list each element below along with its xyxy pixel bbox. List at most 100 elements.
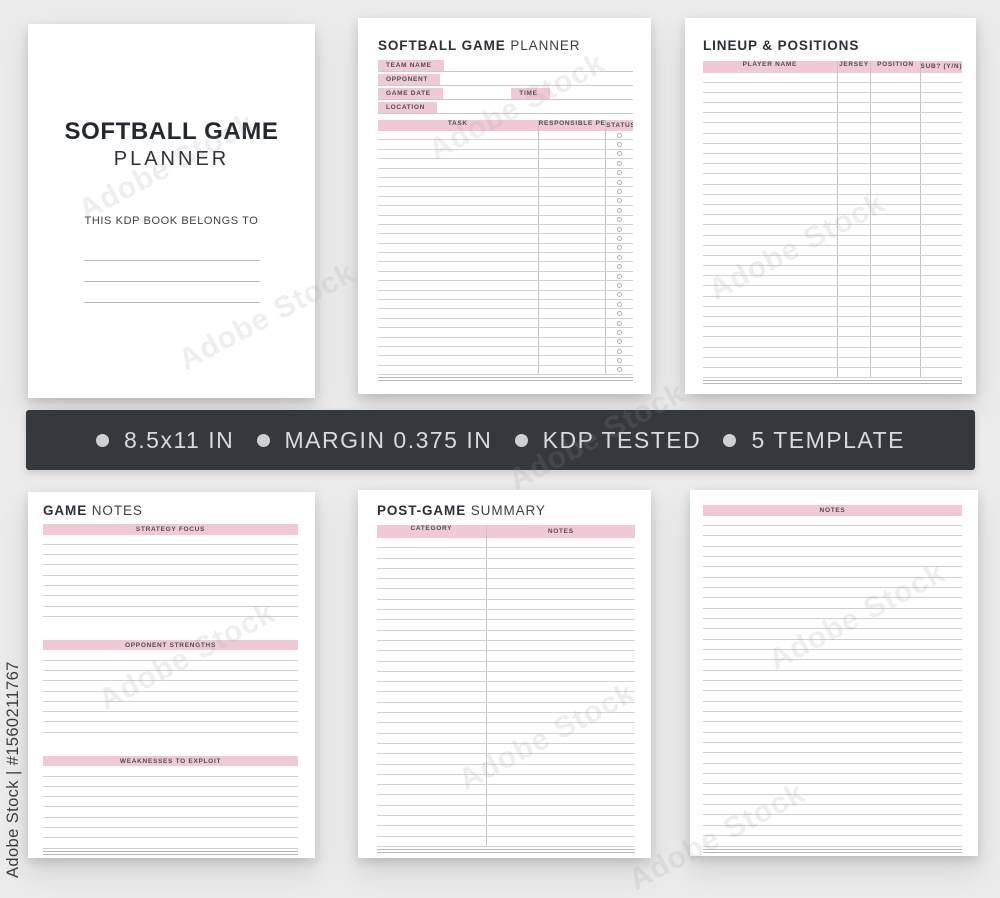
table-row bbox=[378, 159, 633, 169]
category-cell bbox=[377, 754, 487, 764]
player-name-cell bbox=[703, 367, 838, 378]
notes-cell bbox=[487, 775, 635, 784]
notes-cell bbox=[487, 651, 635, 660]
status-cell bbox=[606, 245, 633, 251]
ruled-line bbox=[703, 609, 962, 619]
task-cell bbox=[378, 290, 539, 300]
status-cell bbox=[606, 367, 633, 373]
jersey-cell bbox=[838, 235, 872, 245]
table-bottom-rule bbox=[378, 377, 633, 382]
category-cell bbox=[377, 805, 487, 816]
jersey-cell bbox=[838, 133, 872, 143]
player-name-cell bbox=[703, 82, 838, 92]
ruled-line bbox=[43, 777, 298, 787]
sub-cell bbox=[921, 123, 962, 132]
table-row bbox=[377, 589, 635, 600]
status-cell bbox=[606, 160, 633, 166]
table-row bbox=[378, 290, 633, 301]
responsible-person-cell bbox=[539, 346, 607, 356]
task-column-header: TASK bbox=[378, 120, 539, 131]
sub-cell bbox=[921, 164, 962, 173]
ruled-line bbox=[43, 576, 298, 586]
status-circle-icon bbox=[617, 170, 623, 176]
opponent-label: OPPONENT bbox=[378, 74, 441, 85]
name-lines bbox=[83, 240, 260, 304]
sub-cell bbox=[921, 174, 962, 183]
position-cell bbox=[871, 184, 921, 194]
status-circle-icon bbox=[617, 226, 623, 232]
task-cell bbox=[378, 131, 539, 140]
task-cell bbox=[378, 168, 539, 177]
notes-cell bbox=[487, 538, 635, 547]
responsible-person-cell bbox=[539, 309, 607, 318]
notes-cell bbox=[487, 559, 635, 568]
player-name-cell bbox=[703, 337, 838, 347]
player-name-cell bbox=[703, 266, 838, 276]
jersey-cell bbox=[838, 143, 872, 153]
status-cell bbox=[606, 311, 633, 317]
position-cell bbox=[871, 82, 921, 92]
table-row bbox=[703, 327, 962, 338]
task-cell bbox=[378, 271, 539, 281]
task-cell bbox=[378, 309, 539, 318]
sub-cell bbox=[921, 195, 962, 204]
ruled-line bbox=[703, 743, 962, 754]
jersey-cell bbox=[838, 337, 872, 347]
status-circle-icon bbox=[617, 282, 623, 288]
ruled-line bbox=[703, 547, 962, 557]
position-cell bbox=[871, 194, 921, 204]
category-cell bbox=[377, 764, 487, 774]
notes-cell bbox=[487, 703, 635, 712]
notes-column-header: NOTES bbox=[547, 528, 574, 535]
player-name-cell bbox=[703, 72, 838, 82]
table-row bbox=[378, 346, 633, 357]
responsible-person-cell bbox=[539, 300, 607, 309]
jersey-cell bbox=[838, 276, 872, 286]
category-cell bbox=[377, 620, 487, 630]
table-row bbox=[703, 113, 962, 124]
section-lines bbox=[43, 650, 298, 733]
status-cell bbox=[606, 264, 633, 270]
jersey-cell bbox=[838, 72, 872, 82]
status-cell bbox=[606, 179, 633, 185]
sub-cell bbox=[921, 327, 962, 336]
table-row bbox=[377, 702, 635, 714]
ruled-line bbox=[43, 565, 298, 576]
notes-cell bbox=[487, 826, 635, 835]
feature-margin: MARGIN 0.375 IN bbox=[256, 427, 493, 454]
ruled-line bbox=[703, 753, 962, 764]
responsible-person-cell bbox=[539, 159, 607, 168]
table-row bbox=[377, 558, 635, 569]
ruled-line bbox=[703, 598, 962, 609]
position-cell bbox=[871, 245, 921, 255]
table-row bbox=[378, 196, 633, 207]
jersey-cell bbox=[838, 123, 872, 133]
position-cell bbox=[871, 266, 921, 276]
ruled-line bbox=[703, 805, 962, 816]
cover-page: SOFTBALL GAME PLANNER THIS KDP BOOK BELO… bbox=[28, 24, 315, 398]
ruled-line bbox=[703, 671, 962, 681]
jersey-cell bbox=[838, 215, 872, 225]
page-title-bold: SOFTBALL GAME bbox=[378, 38, 506, 53]
responsible-person-cell bbox=[539, 177, 607, 187]
table-row bbox=[378, 140, 633, 150]
status-cell bbox=[606, 339, 633, 345]
task-cell bbox=[378, 206, 539, 215]
table-row bbox=[377, 579, 635, 590]
notes-cell bbox=[487, 579, 635, 588]
table-row bbox=[378, 206, 633, 216]
position-cell bbox=[871, 133, 921, 143]
notes-cell bbox=[487, 682, 635, 691]
category-cell bbox=[377, 785, 487, 795]
opponent-strengths-section: OPPONENT STRENGTHS bbox=[43, 639, 298, 733]
adobe-stock-id-watermark: Adobe Stock | #1560211767 bbox=[4, 661, 22, 878]
status-column-header: STATUS bbox=[606, 122, 633, 129]
table-row bbox=[378, 243, 633, 254]
notes-cell bbox=[487, 569, 635, 578]
bullet-icon bbox=[723, 433, 737, 447]
jersey-cell bbox=[838, 317, 872, 327]
sub-column-header: SUB? (Y/N) bbox=[920, 63, 962, 71]
task-cell bbox=[378, 328, 539, 337]
table-row bbox=[703, 225, 962, 236]
ruled-line bbox=[703, 660, 962, 671]
